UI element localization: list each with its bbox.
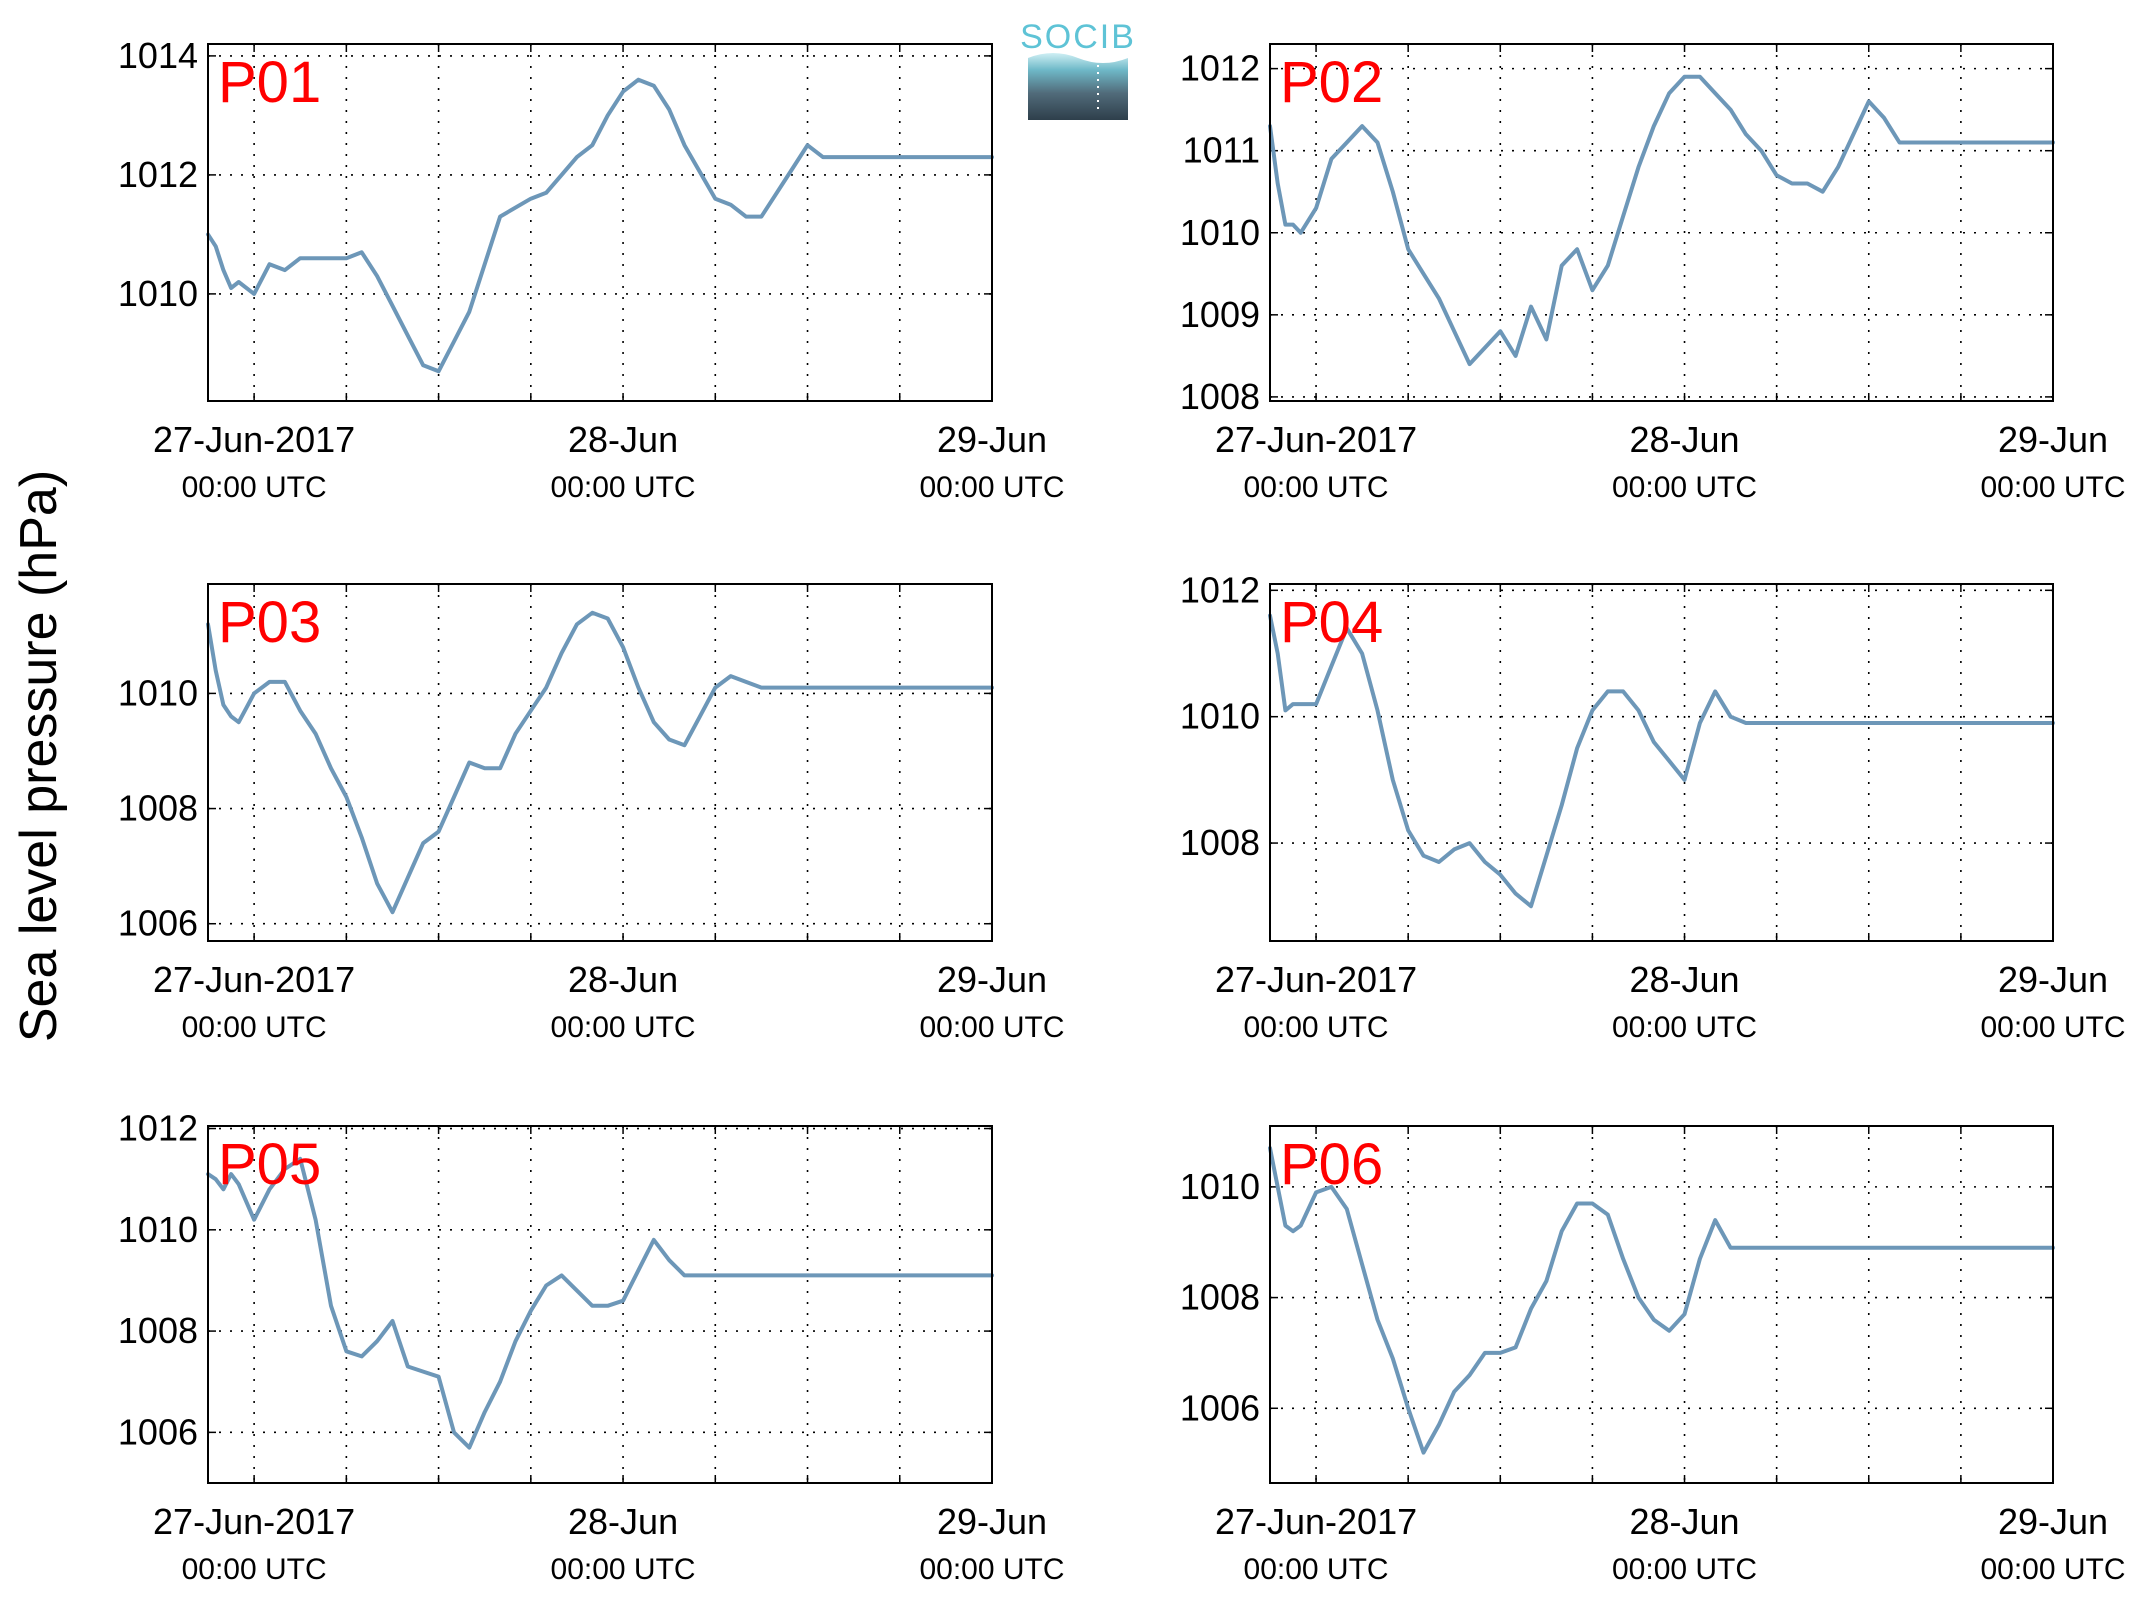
- chart-panel-p01: 1010 1012 1014 27-Jun-2017 00:00 UTC 28-Jun 00…: [118, 35, 1065, 504]
- chart-panel-p05: 1006 1008 1010 1012 27-Jun-2017 00:00 UTC 28-J…: [118, 1108, 1065, 1586]
- x-tick-sublabel: 00:00 UTC: [1244, 471, 1389, 504]
- y-tick-label: 1010: [118, 672, 198, 713]
- x-tick-sublabel: 00:00 UTC: [919, 1553, 1064, 1586]
- x-tick-label: 27-Jun-2017: [153, 959, 355, 1000]
- x-tick-sublabel: 00:00 UTC: [1244, 1553, 1389, 1586]
- y-tick-label: 1006: [118, 1411, 198, 1452]
- x-tick-label: 27-Jun-2017: [1215, 419, 1417, 460]
- x-tick-sublabel: 00:00 UTC: [1612, 1553, 1757, 1586]
- panel-label: P02: [1280, 50, 1383, 115]
- plot-frame: [1269, 43, 2054, 402]
- y-tick-label: 1008: [1180, 822, 1260, 863]
- y-tick-label: 1010: [118, 1209, 198, 1250]
- x-tick-label: 28-Jun: [568, 1501, 678, 1542]
- data-series-line: [206, 610, 994, 915]
- y-tick-label: 1011: [1183, 130, 1260, 171]
- chart-panel-p03: 1006 1008 1010 27-Jun-2017 00:00 UTC 28-Jun 00…: [118, 583, 1065, 1044]
- x-tick-sublabel: 00:00 UTC: [919, 1011, 1064, 1044]
- x-tick-sublabel: 00:00 UTC: [1612, 1011, 1757, 1044]
- x-tick-label: 29-Jun: [937, 959, 1047, 1000]
- x-tick-sublabel: 00:00 UTC: [182, 1011, 327, 1044]
- y-tick-label: 1012: [118, 1108, 198, 1149]
- y-tick-label: 1006: [1180, 1387, 1260, 1428]
- y-tick-label: 1008: [1180, 376, 1260, 417]
- socib-logo: SOCIB: [1020, 18, 1136, 120]
- x-tick-sublabel: 00:00 UTC: [551, 1553, 696, 1586]
- socib-logo-mark: [1028, 53, 1128, 120]
- chart-panel-p06: 1006 1008 1010 27-Jun-2017 00:00 UTC 28-Jun 00…: [1180, 1125, 2126, 1586]
- y-tick-label: 1006: [118, 903, 198, 944]
- x-tick-label: 29-Jun: [1998, 419, 2108, 460]
- plot-frame: [207, 1125, 993, 1484]
- y-tick-label: 1012: [1180, 569, 1260, 610]
- y-tick-label: 1008: [118, 1310, 198, 1351]
- x-tick-label: 27-Jun-2017: [153, 1501, 355, 1542]
- x-tick-label: 27-Jun-2017: [153, 419, 355, 460]
- x-tick-label: 28-Jun: [1629, 1501, 1739, 1542]
- x-tick-label: 29-Jun: [937, 1501, 1047, 1542]
- plot-frame: [1269, 1125, 2054, 1484]
- panel-label: P03: [218, 590, 321, 655]
- data-series-line: [1268, 613, 2055, 909]
- data-series-line: [1268, 1146, 2055, 1455]
- x-tick-sublabel: 00:00 UTC: [182, 471, 327, 504]
- x-tick-sublabel: 00:00 UTC: [551, 471, 696, 504]
- data-series-line: [206, 77, 994, 374]
- y-tick-label: 1014: [118, 35, 198, 76]
- data-series-line: [1268, 74, 2055, 367]
- panel-label: P01: [218, 50, 321, 115]
- x-tick-label: 28-Jun: [1629, 419, 1739, 460]
- data-series-line: [206, 1156, 994, 1450]
- x-tick-label: 29-Jun: [1998, 959, 2108, 1000]
- y-tick-label: 1009: [1180, 294, 1260, 335]
- plot-frame: [207, 583, 993, 942]
- x-tick-label: 28-Jun: [568, 419, 678, 460]
- y-tick-label: 1008: [118, 788, 198, 829]
- plot-frame: [1269, 583, 2054, 942]
- y-tick-label: 1010: [1180, 212, 1260, 253]
- y-tick-label: 1010: [118, 273, 198, 314]
- x-tick-sublabel: 00:00 UTC: [1612, 471, 1757, 504]
- x-tick-label: 28-Jun: [568, 959, 678, 1000]
- socib-logo-text: SOCIB: [1020, 18, 1136, 56]
- panel-label: P04: [1280, 590, 1383, 655]
- y-tick-label: 1012: [1180, 48, 1260, 89]
- y-tick-label: 1010: [1180, 1166, 1260, 1207]
- x-tick-label: 27-Jun-2017: [1215, 959, 1417, 1000]
- x-tick-label: 29-Jun: [1998, 1501, 2108, 1542]
- x-tick-sublabel: 00:00 UTC: [551, 1011, 696, 1044]
- panel-label: P06: [1280, 1132, 1383, 1197]
- y-axis-label: Sea level pressure (hPa): [10, 470, 68, 1042]
- panel-label: P05: [218, 1132, 321, 1197]
- x-tick-label: 29-Jun: [937, 419, 1047, 460]
- x-tick-sublabel: 00:00 UTC: [1980, 1553, 2125, 1586]
- x-tick-label: 28-Jun: [1629, 959, 1739, 1000]
- y-tick-label: 1008: [1180, 1277, 1260, 1318]
- x-tick-sublabel: 00:00 UTC: [1244, 1011, 1389, 1044]
- x-tick-label: 27-Jun-2017: [1215, 1501, 1417, 1542]
- y-tick-label: 1010: [1180, 696, 1260, 737]
- y-tick-label: 1012: [118, 154, 198, 195]
- chart-panel-p02: 1008 1009 1010 1011 1012 27-Jun-2017 00:00 UTC…: [1180, 43, 2126, 504]
- x-tick-sublabel: 00:00 UTC: [1980, 471, 2125, 504]
- x-tick-sublabel: 00:00 UTC: [919, 471, 1064, 504]
- chart-panel-p04: 1008 1010 1012 27-Jun-2017 00:00 UTC 28-Jun 00…: [1180, 569, 2126, 1044]
- x-tick-sublabel: 00:00 UTC: [182, 1553, 327, 1586]
- x-tick-sublabel: 00:00 UTC: [1980, 1011, 2125, 1044]
- plot-frame: [207, 43, 993, 402]
